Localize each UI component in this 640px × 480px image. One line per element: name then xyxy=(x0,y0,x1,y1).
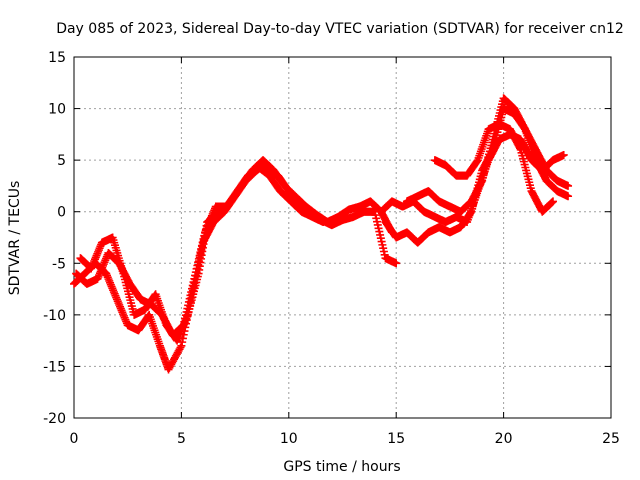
series-trace-3 xyxy=(72,163,328,340)
data-point xyxy=(549,197,558,206)
grid xyxy=(74,57,611,418)
x-tick-label: 20 xyxy=(495,431,513,447)
x-tick-label: 0 xyxy=(70,431,79,447)
x-axis-label: GPS time / hours xyxy=(283,459,400,475)
series-trace-4 xyxy=(381,104,573,247)
y-tick-label: 10 xyxy=(48,102,66,118)
tick-labels: 0 5 10 15 20 25 -20 -15 -10 -5 0 5 10 15 xyxy=(43,50,620,447)
data-point xyxy=(319,218,328,227)
y-tick-label: -10 xyxy=(43,308,66,324)
y-tick-label: -15 xyxy=(43,359,66,375)
plot-frame xyxy=(73,56,612,419)
x-tick-label: 10 xyxy=(280,431,298,447)
data-point xyxy=(564,192,573,201)
data-points xyxy=(70,94,573,374)
y-tick-label: 15 xyxy=(48,50,66,66)
axis-ticks xyxy=(73,56,612,419)
chart-title: Day 085 of 2023, Sidereal Day-to-day VTE… xyxy=(56,21,624,37)
data-point xyxy=(564,181,573,190)
data-point xyxy=(392,259,401,268)
data-point xyxy=(176,343,185,352)
x-tick-label: 5 xyxy=(177,431,186,447)
series-trace-7 xyxy=(430,120,558,216)
x-tick-label: 15 xyxy=(387,431,405,447)
y-tick-label: 0 xyxy=(57,205,66,221)
y-tick-label: 5 xyxy=(57,153,66,169)
y-axis-label: SDTVAR / TECUs xyxy=(7,181,23,296)
x-tick-label: 25 xyxy=(602,431,620,447)
data-point xyxy=(559,150,568,159)
y-tick-label: -5 xyxy=(52,256,66,272)
y-tick-label: -20 xyxy=(43,411,66,427)
series-trace-6 xyxy=(402,94,573,216)
